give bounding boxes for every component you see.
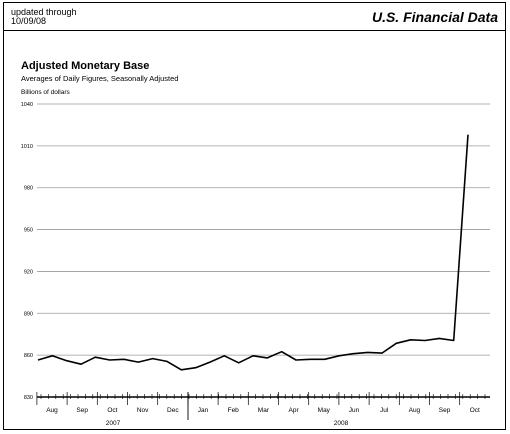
x-tick-label: Mar — [258, 407, 270, 414]
x-tick-label: Dec — [167, 407, 179, 414]
y-tick-label: 920 — [24, 269, 33, 275]
y-tick-label: 980 — [24, 186, 33, 192]
x-tick-label: Feb — [228, 407, 240, 414]
series-line — [37, 134, 469, 371]
x-year-label: 2008 — [334, 420, 349, 427]
y-tick-label: 890 — [24, 311, 33, 317]
y-tick-label: 1040 — [21, 102, 33, 108]
report-title: U.S. Financial Data — [371, 9, 498, 25]
y-tick-label: 1010 — [21, 144, 33, 150]
chart-subtitle: Averages of Daily Figures, Seasonally Ad… — [21, 74, 179, 83]
x-tick-label: Jul — [380, 407, 389, 414]
y-tick-label: 830 — [24, 395, 33, 401]
y-axis-units-label: Billions of dollars — [21, 89, 70, 96]
x-year-label: 2007 — [106, 420, 121, 427]
header-divider — [3, 30, 506, 31]
x-tick-label: Oct — [470, 407, 480, 414]
outer-frame — [3, 2, 506, 430]
x-tick-label: Aug — [409, 407, 421, 414]
x-tick-label: Aug — [46, 407, 58, 414]
x-tick-label: Sep — [76, 407, 88, 414]
x-tick-label: Nov — [137, 407, 149, 414]
x-tick-label: May — [318, 407, 331, 414]
chart-title: Adjusted Monetary Base — [21, 60, 150, 72]
x-tick-label: Oct — [107, 407, 117, 414]
y-tick-label: 860 — [24, 353, 33, 359]
x-tick-label: Jan — [198, 407, 209, 414]
y-tick-label: 950 — [24, 228, 33, 234]
x-tick-label: Apr — [289, 407, 300, 414]
updated-label: updated through — [11, 7, 77, 17]
x-tick-label: Jun — [349, 407, 360, 414]
x-tick-label: Sep — [439, 407, 451, 414]
updated-date: 10/09/08 — [11, 16, 47, 26]
